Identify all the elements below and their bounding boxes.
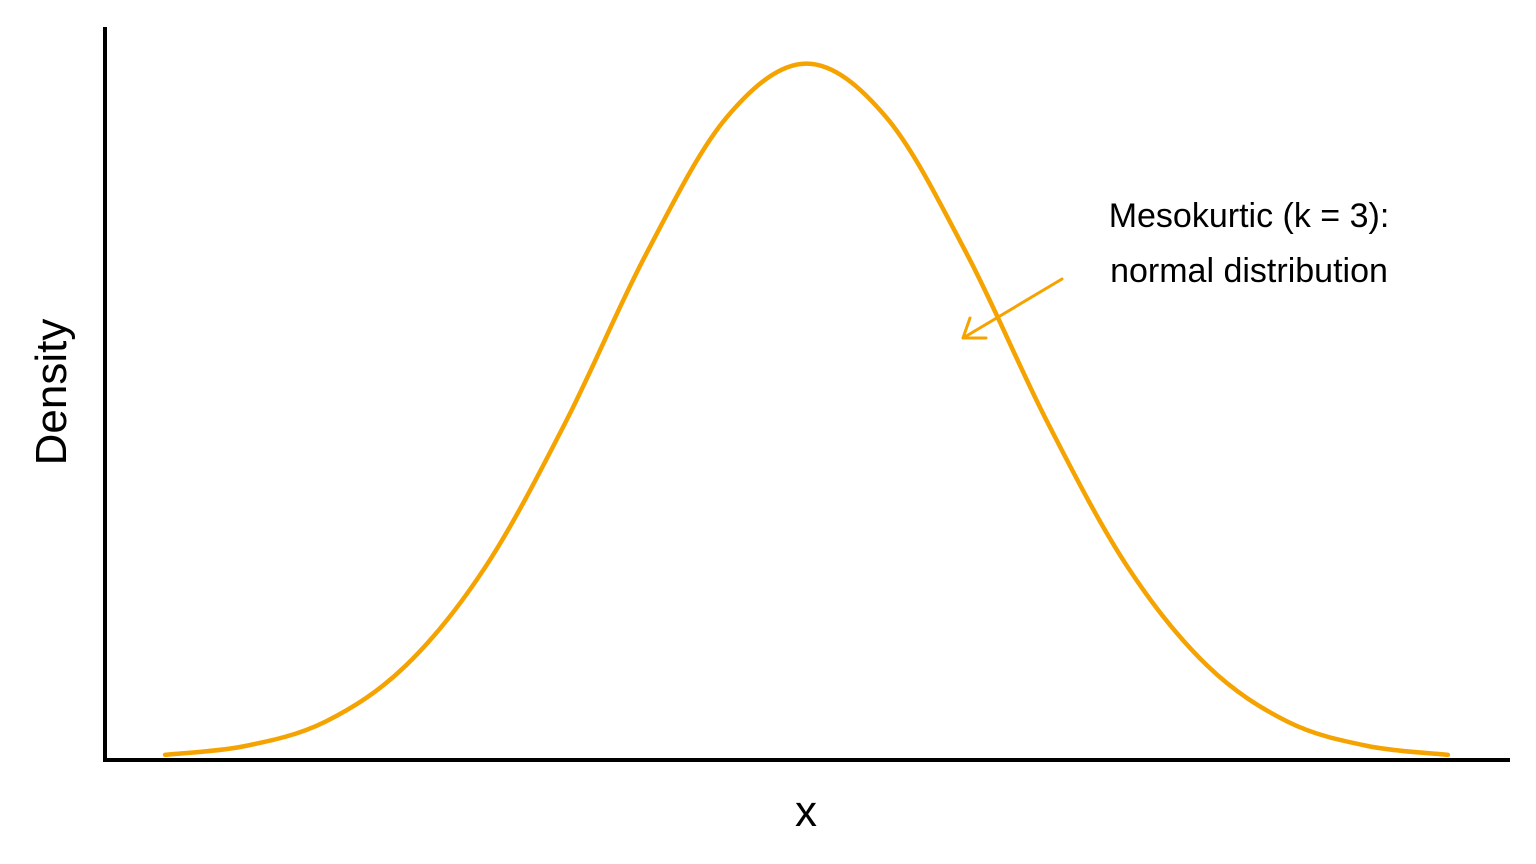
annotation-arrow-head — [961, 316, 988, 340]
x-axis-title: x — [795, 787, 817, 836]
annotation-arrow — [961, 277, 1064, 340]
density-curve-series-0 — [162, 61, 1451, 758]
y-axis-title: Density — [27, 319, 76, 466]
annotation-line-2: normal distribution — [1110, 252, 1388, 290]
annotation-line-1: Mesokurtic (k = 3): — [1109, 197, 1390, 235]
plot-area — [162, 61, 1451, 758]
annotation-arrow-shaft — [961, 277, 1064, 340]
